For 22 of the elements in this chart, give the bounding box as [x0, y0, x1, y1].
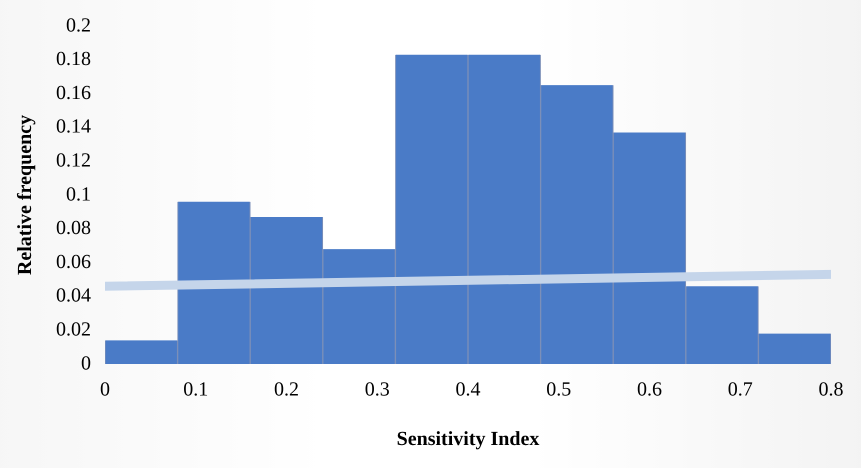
y-tick-label: 0.08 — [56, 217, 91, 240]
x-tick-label: 0.4 — [456, 378, 480, 400]
x-tick-label: 0 — [100, 378, 110, 400]
y-tick-label: 0.04 — [56, 284, 91, 307]
y-tick-label: 0.12 — [56, 149, 91, 172]
x-tick-label: 0.7 — [728, 378, 753, 400]
x-tick-label: 0.6 — [637, 378, 662, 400]
x-tick-label: 0.1 — [183, 378, 208, 400]
y-tick-label: 0.2 — [66, 14, 91, 36]
y-tick-label: 0.18 — [56, 48, 91, 70]
x-tick-label: 0.8 — [818, 378, 844, 400]
y-tick-label: 0.06 — [56, 250, 91, 273]
y-tick-label: 0.02 — [56, 318, 91, 340]
y-axis-title: Relative frequency — [14, 114, 36, 276]
x-tick-label: 0.2 — [274, 378, 299, 400]
y-tick-label: 0.1 — [66, 183, 91, 206]
y-tick-label: 0 — [81, 352, 91, 374]
y-tick-label: 0.14 — [56, 116, 91, 138]
x-tick-label: 0.3 — [364, 378, 390, 400]
x-axis-title: Sensitivity Index — [396, 428, 540, 450]
x-tick-label: 0.5 — [546, 378, 572, 400]
y-tick-label: 0.16 — [56, 82, 91, 104]
